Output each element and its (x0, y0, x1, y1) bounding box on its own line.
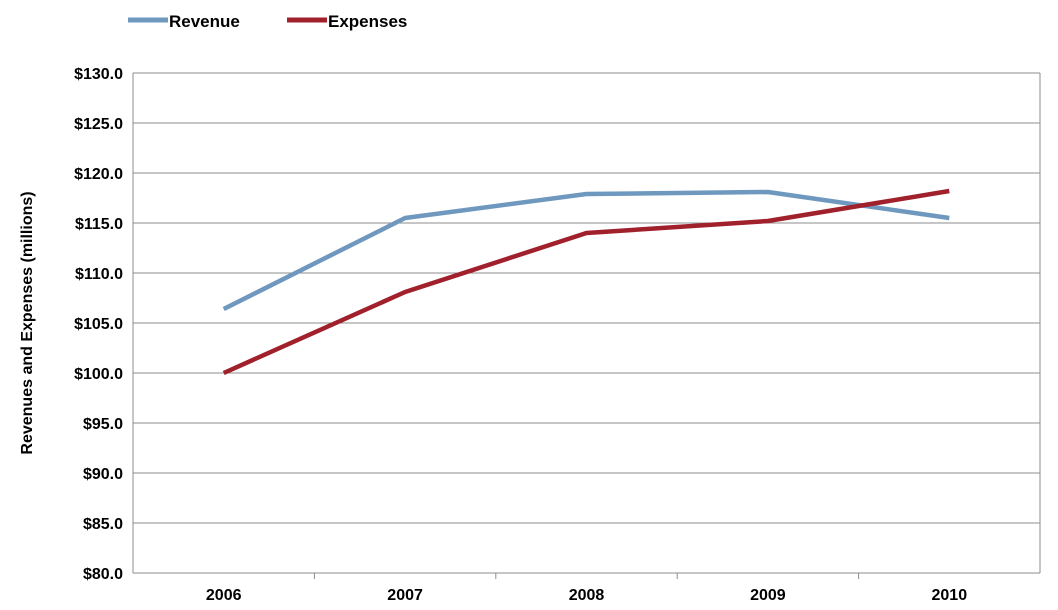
y-tick-label: $95.0 (83, 416, 123, 433)
y-tick-label: $90.0 (83, 466, 123, 483)
y-tick-label: $125.0 (74, 116, 123, 133)
series-line-revenue (222, 189, 950, 312)
legend-label-revenue: Revenue (169, 12, 240, 31)
y-tick-label: $110.0 (75, 266, 123, 283)
gridlines (133, 72, 1040, 524)
axes (132, 73, 1041, 579)
x-tick-label: 2008 (569, 587, 605, 604)
y-tick-label: $100.0 (74, 366, 123, 383)
series-lines (222, 188, 950, 376)
x-tick-label: 2006 (206, 587, 242, 604)
x-tick-label: 2009 (750, 587, 786, 604)
x-tick-label: 2007 (387, 587, 423, 604)
y-tick-label: $120.0 (74, 166, 123, 183)
legend: Revenue Expenses (128, 12, 407, 31)
y-axis-title: Revenues and Expenses (millions) (19, 191, 36, 454)
y-tick-label: $130.0 (74, 66, 123, 83)
x-tick-label: 2010 (932, 587, 968, 604)
series-line-expenses (222, 188, 950, 376)
y-tick-label: $115.0 (75, 216, 123, 233)
y-tick-label: $85.0 (83, 516, 123, 533)
y-tick-labels: $80.0 $85.0 $90.0 $95.0 $100.0 $105.0 $110.0 $1… (74, 66, 123, 583)
legend-label-expenses: Expenses (328, 12, 407, 31)
x-tick-labels: 2006 2007 2008 2009 2010 (206, 587, 967, 604)
y-tick-label: $105.0 (74, 316, 123, 333)
y-tick-label: $80.0 (83, 566, 123, 583)
